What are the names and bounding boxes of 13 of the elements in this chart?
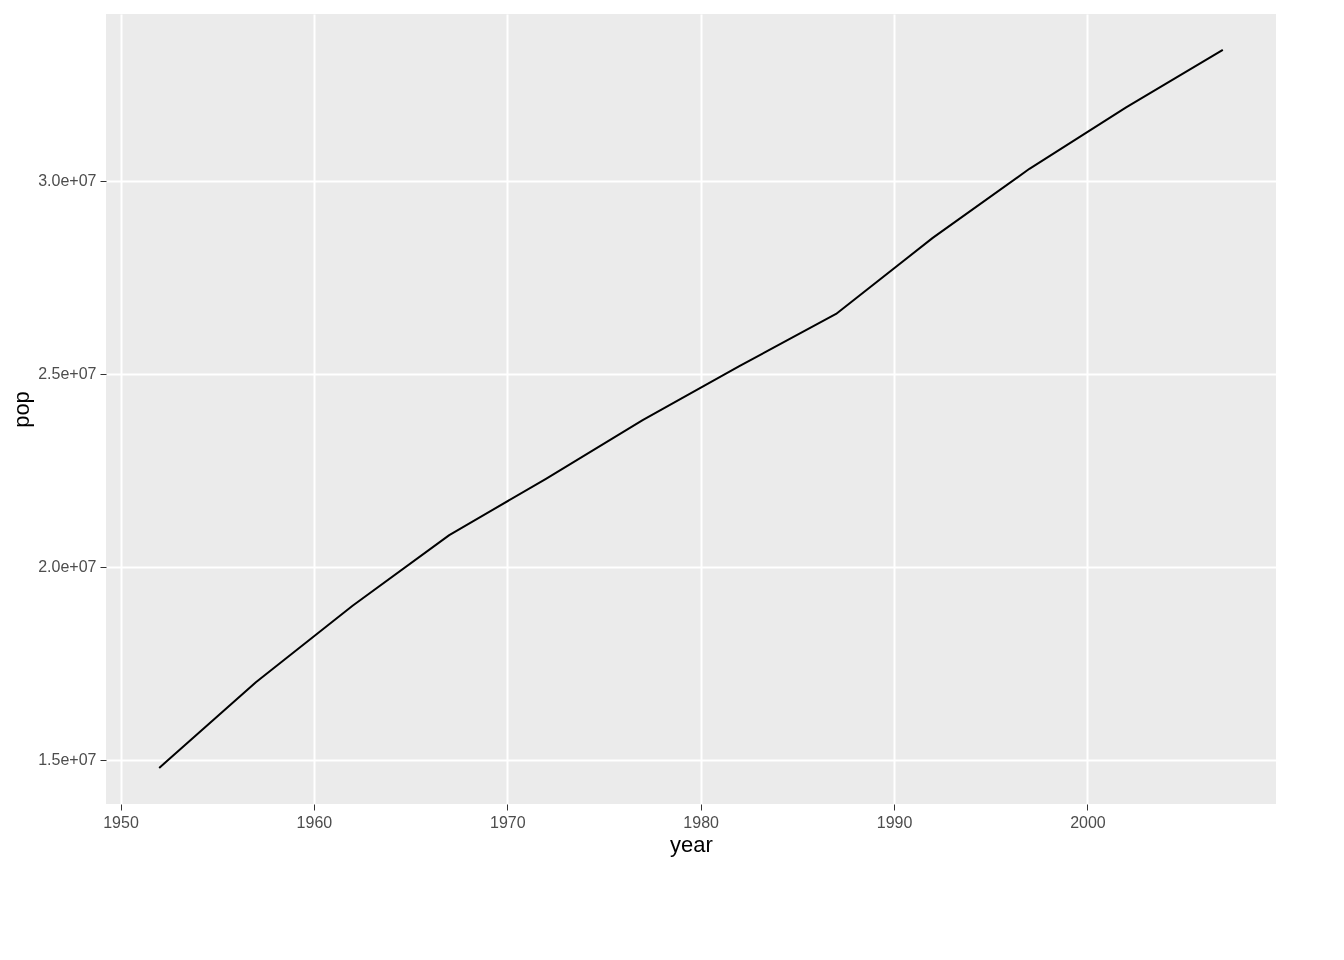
y-tick-label: 2.0e+07 [38, 558, 97, 576]
y-tick-label: 1.5e+07 [38, 751, 97, 769]
y-tick-label: 3.0e+07 [38, 172, 97, 190]
y-axis-title: pop [9, 391, 35, 428]
x-tick-label: 1950 [103, 813, 139, 831]
y-tick-label: 2.5e+07 [38, 365, 97, 383]
line-series [158, 48, 1224, 769]
x-tick-label: 1980 [683, 813, 720, 831]
x-axis-title: year [670, 831, 713, 857]
x-tick-label: 1970 [489, 813, 526, 831]
x-tick-label: 2000 [1070, 813, 1106, 831]
x-tick-label: 1990 [876, 813, 913, 831]
x-tick-label: 1960 [296, 813, 333, 831]
